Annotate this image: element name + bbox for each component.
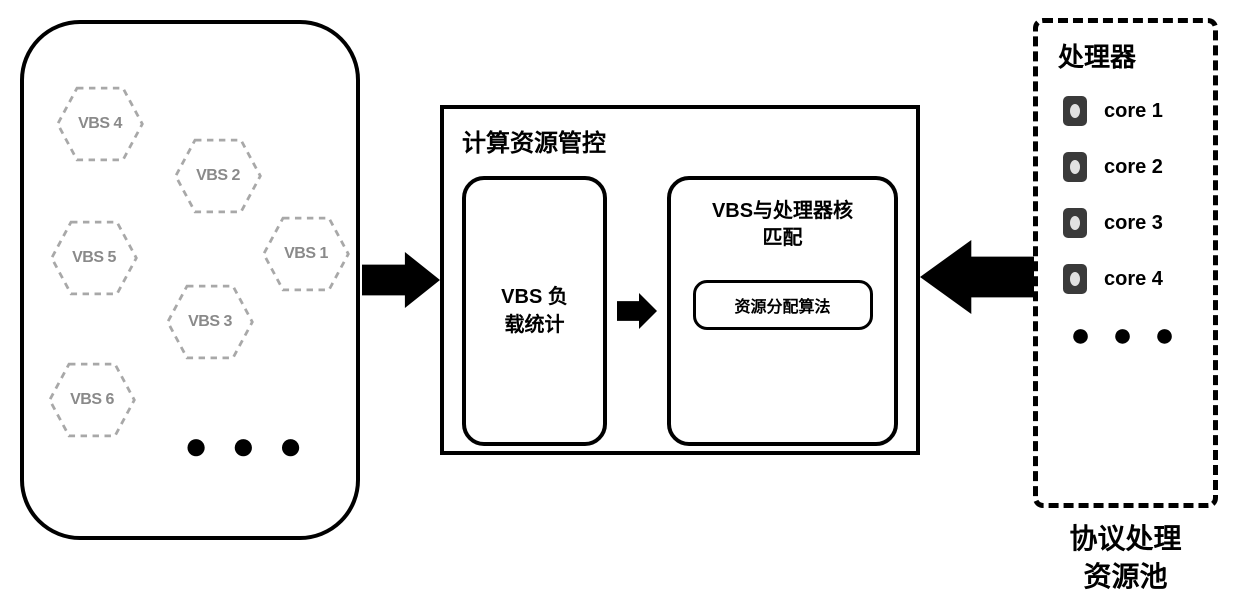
core-label: core 4 <box>1104 268 1163 291</box>
mgmt-title: 计算资源管控 <box>462 123 898 158</box>
processor-panel: 处理器 core 1 core 2 core 3 core 4 ● ● ● <box>1033 18 1218 508</box>
vbs-pool-panel: VBS 4 VBS 2 VBS 5 VBS 1 VBS 3 VBS 6 ● ● … <box>20 20 360 540</box>
match-box: VBS与处理器核匹配 资源分配算法 <box>667 176 898 446</box>
core-row-c3: core 3 <box>1060 204 1203 242</box>
vbs-hex-vbs5: VBS 5 <box>48 218 140 298</box>
core-row-c2: core 2 <box>1060 148 1203 186</box>
vbs-stats-label: VBS 负载统计 <box>501 283 568 339</box>
core-label: core 1 <box>1104 100 1163 123</box>
core-chip-icon <box>1060 260 1090 298</box>
vbs-hex-label: VBS 6 <box>70 391 114 409</box>
vbs-hex-vbs4: VBS 4 <box>54 84 146 164</box>
core-label: core 3 <box>1104 212 1163 235</box>
processor-title: 处理器 <box>1048 37 1203 74</box>
vbs-hex-vbs1: VBS 1 <box>260 214 352 294</box>
arrow-proc-to-mgmt <box>920 240 1034 319</box>
vbs-stats-box: VBS 负载统计 <box>462 176 607 446</box>
vbs-hex-label: VBS 2 <box>196 167 240 185</box>
core-label: core 2 <box>1104 156 1163 179</box>
processor-ellipsis: ● ● ● <box>1048 316 1203 355</box>
vbs-ellipsis: ● ● ● <box>184 424 309 469</box>
processor-caption: 协议处理资源池 <box>1043 520 1208 596</box>
vbs-hex-vbs6: VBS 6 <box>46 360 138 440</box>
vbs-hex-label: VBS 4 <box>78 115 122 133</box>
match-title: VBS与处理器核匹配 <box>712 198 853 252</box>
core-row-c4: core 4 <box>1060 260 1203 298</box>
vbs-hex-label: VBS 3 <box>188 313 232 331</box>
algo-pool-box: 资源分配算法 <box>693 280 873 330</box>
diagram-stage: VBS 4 VBS 2 VBS 5 VBS 1 VBS 3 VBS 6 ● ● … <box>10 10 1230 604</box>
mgmt-body: VBS 负载统计 VBS与处理器核匹配 资源分配算法 <box>462 176 898 446</box>
arrow-stats-to-match <box>617 176 657 446</box>
core-chip-icon <box>1060 204 1090 242</box>
vbs-hex-vbs3: VBS 3 <box>164 282 256 362</box>
core-chip-icon <box>1060 92 1090 130</box>
vbs-hex-label: VBS 5 <box>72 249 116 267</box>
core-chip-icon <box>1060 148 1090 186</box>
vbs-hex-label: VBS 1 <box>284 245 328 263</box>
vbs-hex-vbs2: VBS 2 <box>172 136 264 216</box>
core-row-c1: core 1 <box>1060 92 1203 130</box>
arrow-vbs-to-mgmt <box>362 252 440 313</box>
mgmt-panel: 计算资源管控 VBS 负载统计 VBS与处理器核匹配 资源分配算法 <box>440 105 920 455</box>
